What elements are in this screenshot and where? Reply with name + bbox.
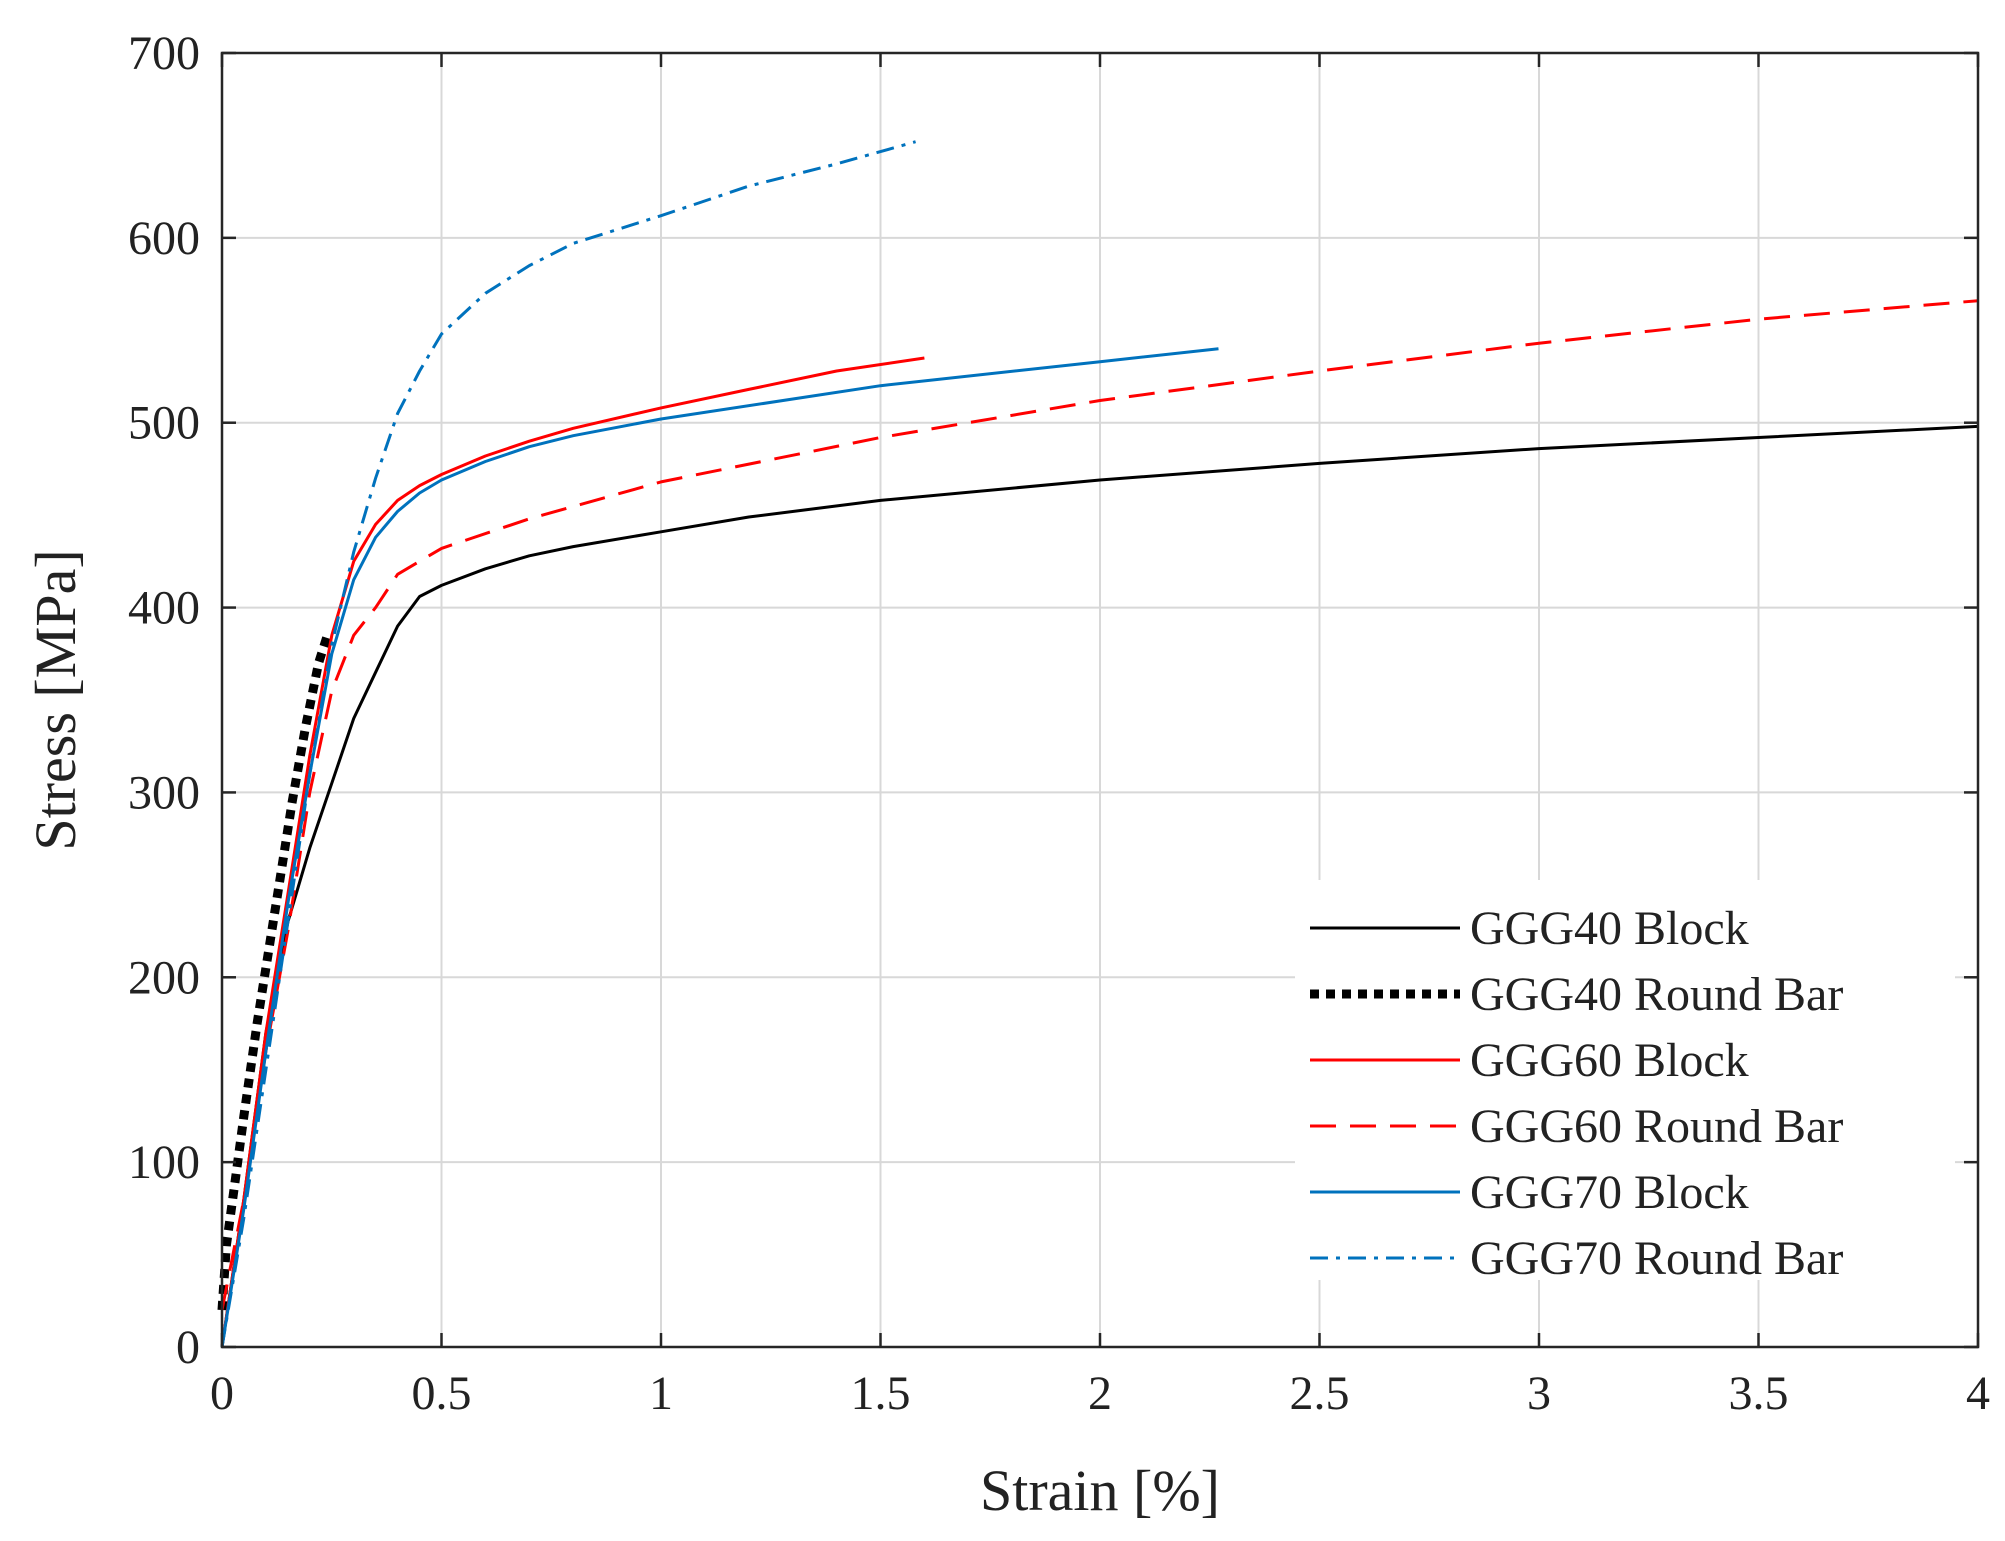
y-tick-label: 200 — [128, 951, 200, 1004]
grid — [222, 53, 1978, 1347]
series-line-ggg40-block — [220, 424, 1979, 1348]
y-tick-label: 300 — [128, 766, 200, 819]
series-line-ggg70-round-bar — [220, 140, 917, 1348]
legend-background — [1295, 880, 1955, 1280]
legend-label-ggg60-block: GGG60 Block — [1470, 1034, 1749, 1087]
y-tick-label: 500 — [128, 397, 200, 450]
x-tick-label: 2 — [1088, 1367, 1112, 1420]
legend-label-ggg40-round-bar: GGG40 Round Bar — [1470, 968, 1843, 1021]
plot-series — [217, 140, 1979, 1348]
x-tick-label: 0.5 — [412, 1367, 472, 1420]
y-tick-labels: 0 100 200 300 400 500 600 700 — [128, 27, 200, 1374]
x-tick-label: 2.5 — [1290, 1367, 1350, 1420]
x-tick-label: 3 — [1527, 1367, 1551, 1420]
x-tick-labels: 0 0.5 1 1.5 2 2.5 3 3.5 4 — [210, 1367, 1990, 1420]
x-axis-title: Strain [%] — [980, 1458, 1220, 1523]
axis-ticks — [220, 51, 1980, 1349]
series-line-ggg40-round-bar — [217, 633, 332, 1311]
y-tick-label: 400 — [128, 582, 200, 635]
legend-label-ggg70-round-bar: GGG70 Round Bar — [1470, 1232, 1843, 1285]
x-tick-label: 3.5 — [1729, 1367, 1789, 1420]
x-tick-label: 0 — [210, 1367, 234, 1420]
series-line-ggg60-block — [220, 356, 925, 1348]
legend-label-ggg60-round-bar: GGG60 Round Bar — [1470, 1100, 1843, 1153]
legend-label-ggg40-block: GGG40 Block — [1470, 902, 1749, 955]
legend: GGG40 Block GGG40 Round Bar GGG60 Block GGG… — [1295, 880, 1955, 1285]
x-tick-label: 4 — [1966, 1367, 1990, 1420]
y-axis-title: Stress [MPa] — [23, 549, 88, 850]
x-tick-label: 1.5 — [851, 1367, 911, 1420]
series-line-ggg70-block — [220, 347, 1219, 1348]
y-tick-label: 100 — [128, 1136, 200, 1189]
y-tick-label: 700 — [128, 27, 200, 80]
series-line-ggg60-round-bar — [220, 299, 1979, 1311]
x-tick-label: 1 — [649, 1367, 673, 1420]
y-tick-label: 0 — [176, 1321, 200, 1374]
legend-label-ggg70-block: GGG70 Block — [1470, 1166, 1749, 1219]
y-tick-label: 600 — [128, 212, 200, 265]
